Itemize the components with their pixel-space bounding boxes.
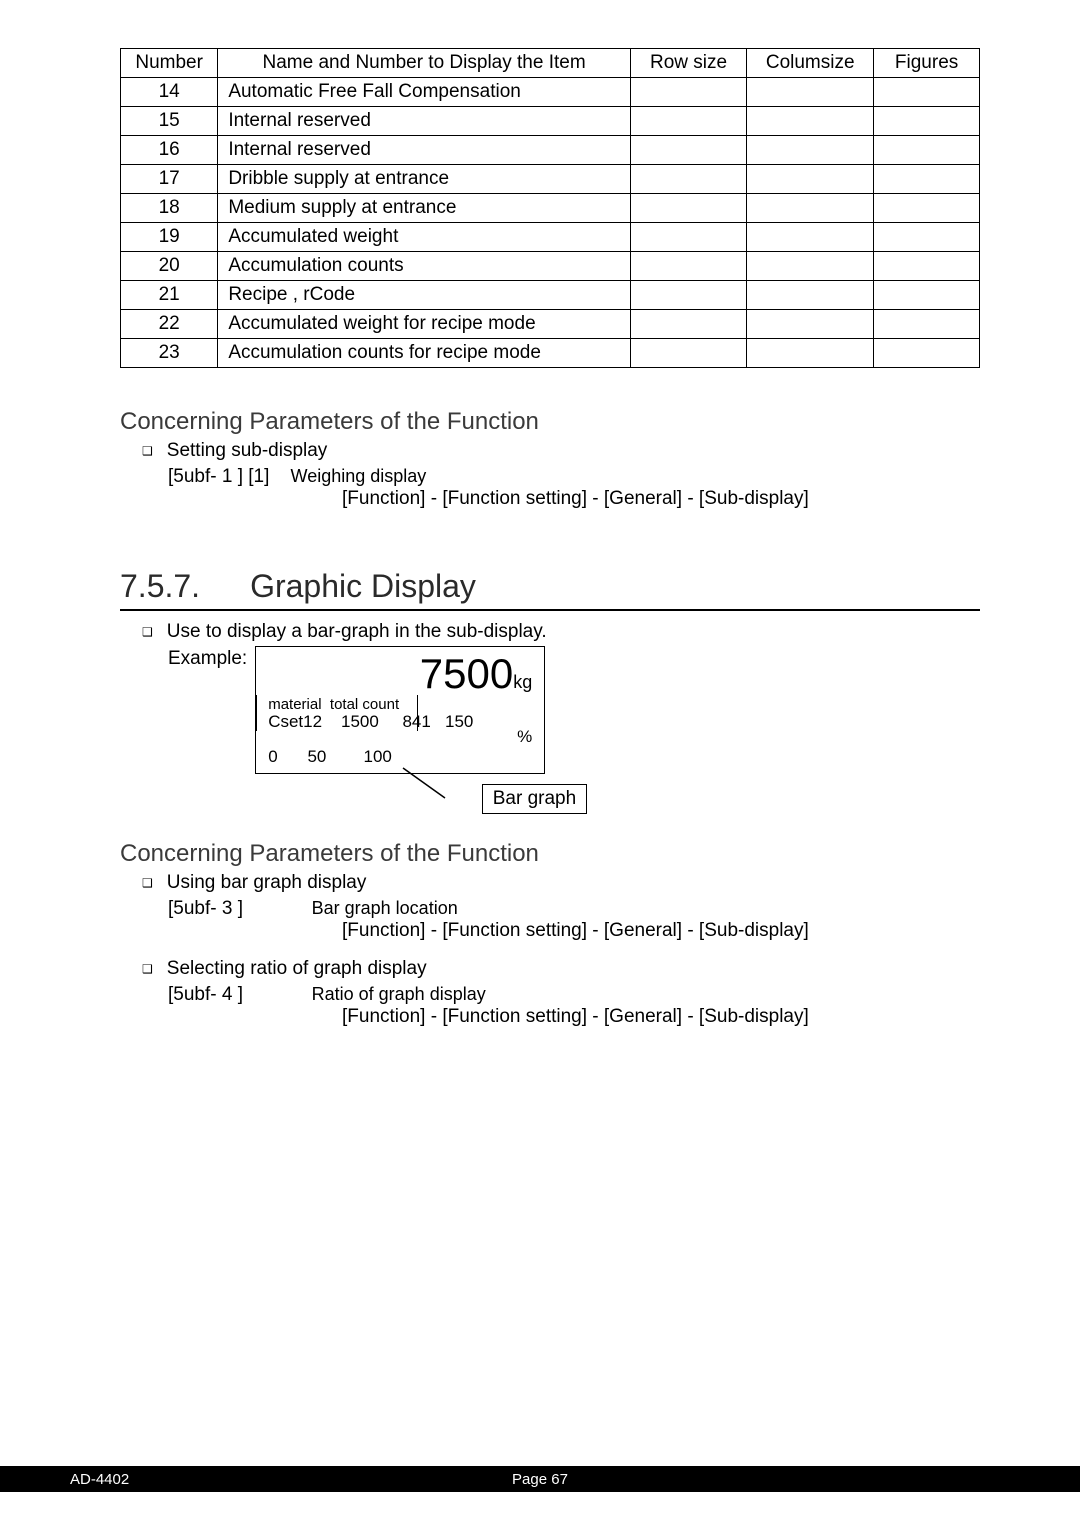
table-row: 14Automatic Free Fall Compensation: [121, 78, 980, 107]
th-number: Number: [121, 49, 218, 78]
table-row: 20Accumulation counts: [121, 252, 980, 281]
param-path-1: [Function] - [Function setting] - [Gener…: [342, 488, 980, 510]
bullet-icon: ❑: [142, 876, 153, 890]
table-header-row: Number Name and Number to Display the It…: [121, 49, 980, 78]
lcd-scale-100: 100: [350, 747, 406, 767]
footer-page: Page 67: [512, 1471, 568, 1488]
lcd-scale-0: 0: [268, 747, 284, 767]
bullet-icon: ❑: [142, 625, 153, 639]
th-rowsize: Row size: [630, 49, 746, 78]
lcd-unit: kg: [513, 672, 532, 692]
bullet-use-bargraph: Use to display a bar-graph in the sub-di…: [167, 619, 547, 645]
table-row: 16Internal reserved: [121, 136, 980, 165]
table-row: 21Recipe , rCode: [121, 281, 980, 310]
bullet-icon: ❑: [142, 444, 153, 458]
display-items-table: Number Name and Number to Display the It…: [120, 48, 980, 368]
heading-title: Graphic Display: [250, 568, 476, 605]
bullet-selecting-ratio: Selecting ratio of graph display: [167, 956, 427, 982]
bullet-using-bargraph: Using bar graph display: [167, 870, 367, 896]
table-row: 19Accumulated weight: [121, 223, 980, 252]
callout-bar-graph: Bar graph: [482, 784, 587, 814]
table-row: 23Accumulation counts for recipe mode: [121, 339, 980, 368]
lcd-150: 150: [445, 712, 473, 731]
param-code-5ubf3: [5ubf- 3 ]: [168, 898, 243, 919]
footer-model: AD-4402: [70, 1471, 129, 1488]
param-code-5ubf4: [5ubf- 4 ]: [168, 984, 243, 1005]
param-desc-bargraph-loc: Bar graph location: [312, 898, 458, 918]
param-path-2: [Function] - [Function setting] - [Gener…: [342, 920, 980, 942]
bullet-setting-subdisplay: Setting sub-display: [167, 438, 328, 464]
lcd-display-diagram: 7500kg material total count Cset12 1500 …: [255, 646, 545, 822]
table-row: 18Medium supply at entrance: [121, 194, 980, 223]
bullet-icon: ❑: [142, 962, 153, 976]
param-desc-ratio: Ratio of graph display: [312, 984, 486, 1004]
th-name: Name and Number to Display the Item: [218, 49, 631, 78]
param-code-5ubf1: [5ubf- 1 ] [1]: [168, 466, 269, 487]
th-figures: Figures: [874, 49, 980, 78]
lcd-scale-50: 50: [289, 747, 345, 767]
section-7-5-7-heading: 7.5.7. Graphic Display: [120, 568, 980, 611]
table-row: 17Dribble supply at entrance: [121, 165, 980, 194]
th-colsize: Columsize: [747, 49, 874, 78]
section-heading-params-1: Concerning Parameters of the Function: [120, 408, 980, 436]
table-row: 22Accumulated weight for recipe mode: [121, 310, 980, 339]
param-path-3: [Function] - [Function setting] - [Gener…: [342, 1006, 980, 1028]
page-footer: AD-4402 Page 67: [0, 1466, 1080, 1492]
heading-number: 7.5.7.: [120, 568, 200, 605]
example-label: Example:: [168, 646, 247, 670]
table-row: 15Internal reserved: [121, 107, 980, 136]
param-desc-weighing: Weighing display: [291, 466, 427, 486]
section-heading-params-2: Concerning Parameters of the Function: [120, 840, 980, 868]
lcd-bar-region: [256, 695, 418, 731]
lcd-value: 7500: [420, 650, 513, 697]
